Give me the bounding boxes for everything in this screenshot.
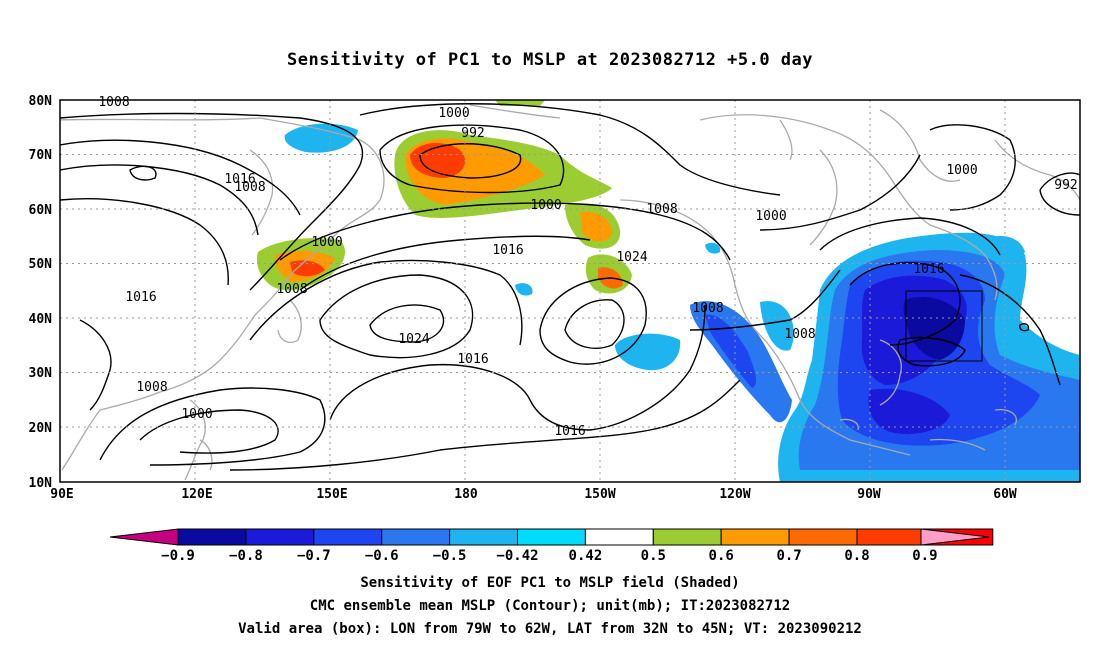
lat-axis: 80N 70N 60N 50N 40N 30N 20N 10N	[29, 94, 53, 491]
colorbar-label: −0.42	[496, 548, 538, 564]
chart-title: Sensitivity of PC1 to MSLP at 2023082712…	[286, 50, 813, 70]
lon-tick-label: 180	[454, 487, 478, 502]
colorbar-label: 0.9	[912, 548, 937, 564]
colorbar-label: −0.6	[365, 548, 399, 564]
contour-label: 1016	[492, 243, 523, 258]
caption-contour: CMC ensemble mean MSLP (Contour); unit(m…	[309, 598, 791, 614]
contour-label: 1000	[946, 163, 977, 178]
colorbar-left-triangle	[109, 528, 179, 546]
gridlines	[60, 100, 1080, 482]
contour-label: 1008	[692, 301, 723, 316]
lon-tick-label: 120W	[719, 487, 750, 502]
caption-shaded: Sensitivity of EOF PC1 to MSLP field (Sh…	[360, 575, 740, 591]
colorbar-cell	[177, 528, 247, 546]
lat-tick-label: 30N	[29, 366, 53, 381]
colorbar-label: 0.7	[776, 548, 801, 564]
lon-tick-label: 120E	[181, 487, 212, 502]
contour-label: 1008	[276, 282, 307, 297]
colorbar-label: 0.42	[569, 548, 603, 564]
contour-label: 1024	[398, 332, 429, 347]
colorbar-cell	[381, 528, 451, 546]
contour-label: 1016	[457, 352, 488, 367]
contour-label: 1008	[784, 327, 815, 342]
colorbar-cell	[245, 528, 315, 546]
contour-label: 1016	[125, 290, 156, 305]
colorbar-cell	[449, 528, 519, 546]
contour-label: 992	[461, 126, 484, 141]
lat-tick-label: 80N	[29, 94, 53, 109]
colorbar-cell	[720, 528, 790, 546]
colorbar-right-triangle	[920, 528, 990, 546]
colorbar-label: −0.5	[433, 548, 467, 564]
contour-label: 1008	[646, 202, 677, 217]
contour-label: 1000	[181, 407, 212, 422]
valid-area-box	[905, 290, 983, 362]
lon-tick-label: 150E	[316, 487, 347, 502]
contour-label: 1008	[234, 180, 265, 195]
contour-label: 1000	[530, 198, 561, 213]
lat-tick-label: 70N	[29, 148, 53, 163]
colorbar-cells	[177, 528, 994, 546]
lat-tick-label: 40N	[29, 312, 53, 327]
contour-label: 1016	[554, 424, 585, 439]
colorbar-cell	[856, 528, 926, 546]
colorbar-cell	[313, 528, 383, 546]
lon-tick-label: 60W	[993, 487, 1017, 502]
contour-label: 1008	[136, 380, 167, 395]
colorbar-label: −0.7	[297, 548, 331, 564]
colorbar-label: 0.6	[709, 548, 734, 564]
lon-tick-label: 90E	[50, 487, 73, 502]
colorbar-cell	[788, 528, 858, 546]
colorbar-label: 0.8	[844, 548, 869, 564]
lon-tick-label: 150W	[584, 487, 615, 502]
colorbar-cell	[517, 528, 586, 546]
colorbar-labels: −0.9 −0.8 −0.7 −0.6 −0.5 −0.42 0.42 0.5 0.6 0.7 0.…	[161, 548, 937, 564]
lat-tick-label: 20N	[29, 421, 53, 436]
lat-tick-label: 10N	[29, 476, 53, 491]
lat-tick-label: 60N	[29, 203, 53, 218]
lat-tick-label: 50N	[29, 257, 53, 272]
contour-label: 1008	[98, 95, 129, 110]
lon-tick-label: 90W	[857, 487, 881, 502]
colorbar-label: −0.9	[161, 548, 195, 564]
contour-label: 1016	[224, 172, 255, 187]
contour-label: 1000	[311, 235, 342, 250]
contour-label: 1016	[913, 262, 944, 277]
colorbar-label: −0.8	[229, 548, 263, 564]
mslp-contours	[60, 103, 1080, 471]
contour-label: 1000	[755, 209, 786, 224]
colorbar-label: 0.5	[641, 548, 666, 564]
contour-label: 1024	[616, 250, 647, 265]
caption-valid-area: Valid area (box): LON from 79W to 62W, L…	[238, 621, 862, 637]
colorbar: −0.9 −0.8 −0.7 −0.6 −0.5 −0.42 0.42 0.5 0.6 0.7 0.…	[109, 528, 994, 564]
contour-label: 1000	[438, 106, 469, 121]
contour-label: 992	[1054, 178, 1077, 193]
lon-axis: 90E 120E 150E 180 150W 120W 90W 60W	[50, 487, 1017, 502]
colorbar-cell	[584, 528, 654, 546]
plot-frame	[59, 99, 1081, 483]
contour-labels: 1008 1000 992 1016 1008 1000 1016 1024 1…	[98, 95, 1077, 439]
colorbar-cell	[652, 528, 722, 546]
